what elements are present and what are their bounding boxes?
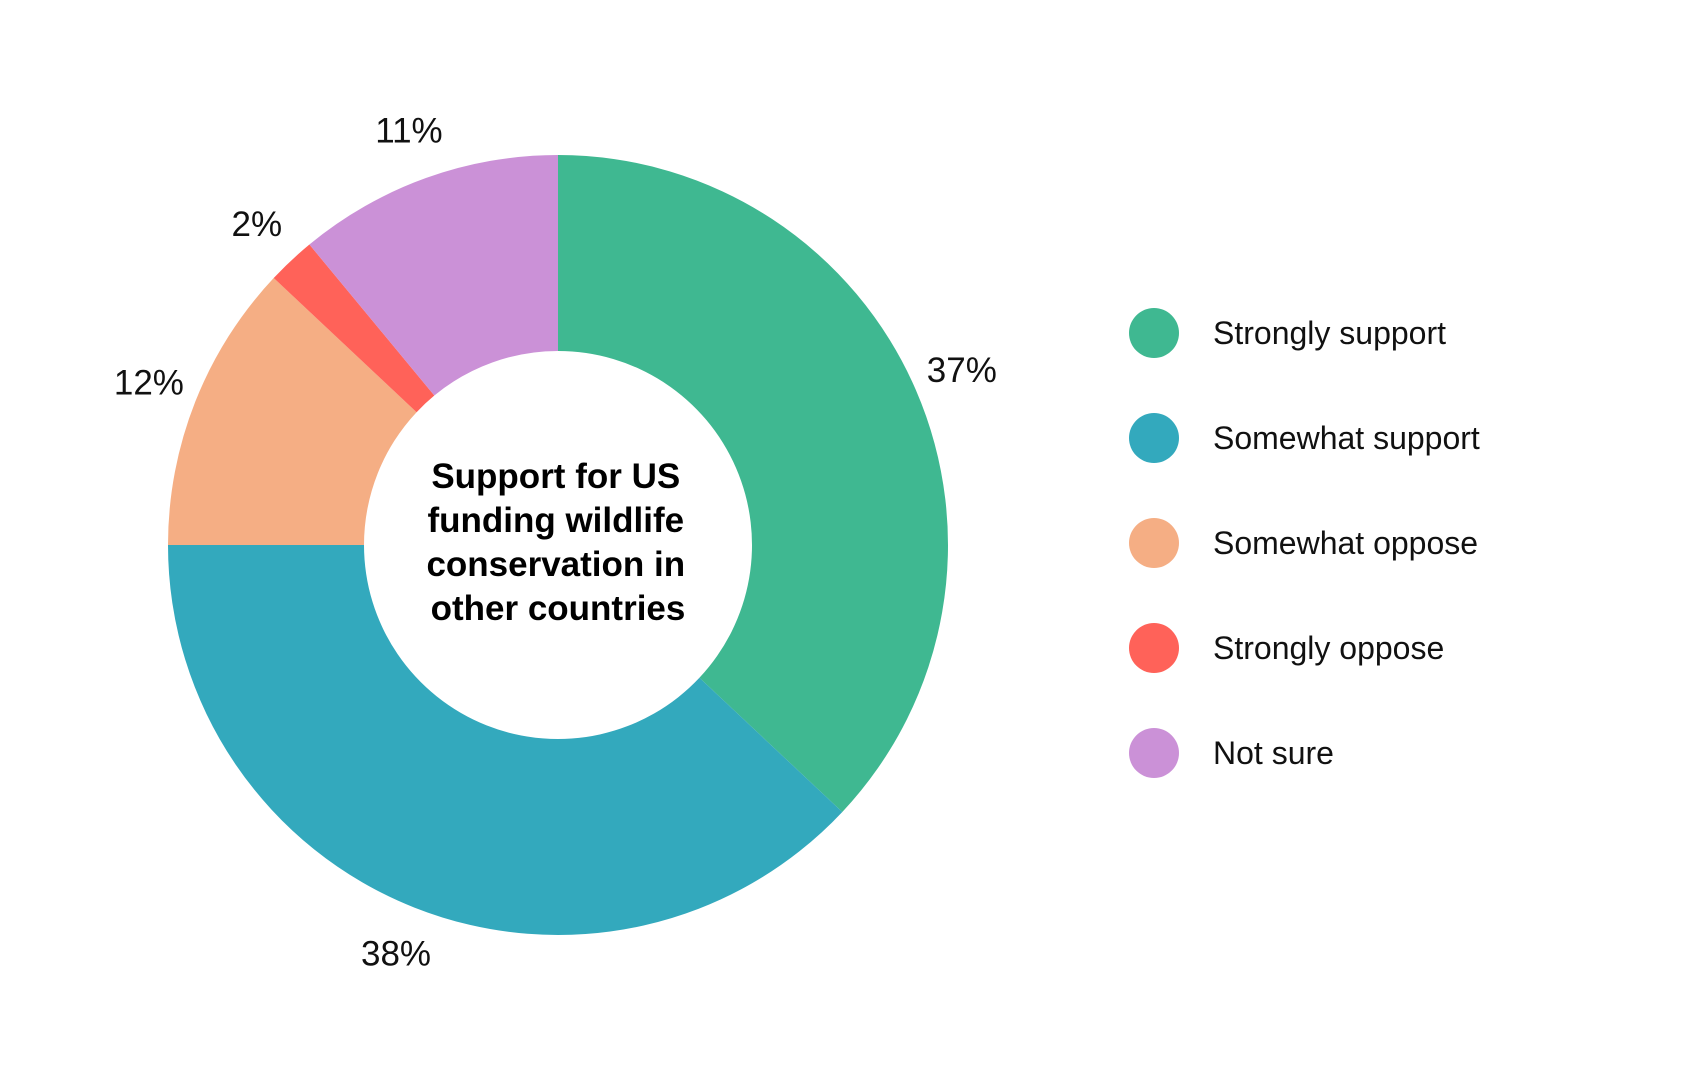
legend-swatch (1129, 308, 1179, 358)
slice-somewhat-support (167, 545, 843, 936)
legend-swatch (1129, 623, 1179, 673)
chart-title-line: other countries (431, 589, 686, 628)
legend-label: Strongly support (1213, 314, 1447, 351)
legend-label: Somewhat support (1213, 419, 1480, 456)
legend-item-somewhat-support: Somewhat support (1129, 413, 1649, 463)
legend-item-somewhat-oppose: Somewhat oppose (1129, 518, 1649, 568)
donut-slices (167, 155, 949, 936)
value-label-strongly-oppose: 2% (232, 205, 283, 244)
value-label-somewhat-oppose: 12% (114, 364, 184, 403)
slice-somewhat-oppose (168, 278, 417, 545)
value-label-somewhat-support: 38% (361, 935, 431, 974)
chart-title-line: funding wildlife (427, 501, 684, 540)
legend-item-strongly-oppose: Strongly oppose (1129, 623, 1649, 673)
slice-strongly-support (558, 155, 949, 812)
value-label-not-sure: 11% (375, 112, 442, 151)
chart-title-line: Support for US (431, 457, 680, 496)
slice-value-labels: 37% 38% 12% 2% 11% (114, 112, 997, 974)
chart-title: Support for US funding wildlife conserva… (426, 457, 689, 628)
legend-swatch (1129, 728, 1179, 778)
value-label-strongly-support: 37% (927, 351, 997, 390)
legend-label: Not sure (1213, 734, 1334, 771)
chart-legend: Strongly support Somewhat support Somewh… (1129, 308, 1649, 833)
legend-label: Somewhat oppose (1213, 524, 1479, 561)
slice-not-sure (309, 155, 558, 396)
chart-title-line: conservation in (426, 545, 685, 584)
legend-swatch (1129, 518, 1179, 568)
legend-label: Strongly oppose (1213, 629, 1445, 666)
legend-item-not-sure: Not sure (1129, 728, 1649, 778)
slice-strongly-oppose (273, 244, 435, 413)
legend-item-strongly-support: Strongly support (1129, 308, 1649, 358)
legend-swatch (1129, 413, 1179, 463)
